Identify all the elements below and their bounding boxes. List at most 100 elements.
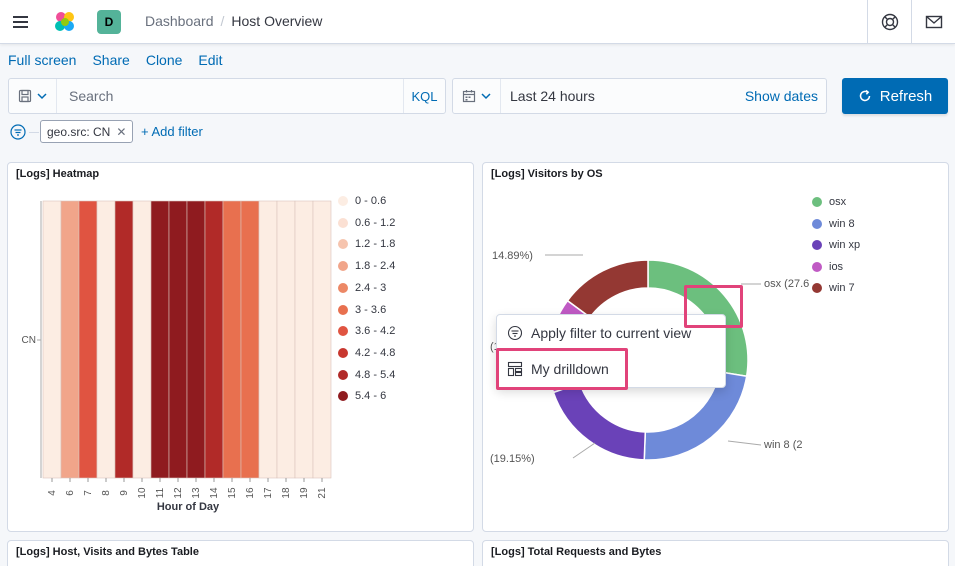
heatmap-cell[interactable] [276,200,296,479]
drilldown-context-menu: Apply filter to current view My drilldow… [496,314,726,388]
refresh-button[interactable]: Refresh [842,78,948,114]
save-disk-icon [18,89,31,103]
heatmap-cell[interactable] [240,200,260,479]
heatmap-cell[interactable] [42,200,62,479]
refresh-label: Refresh [879,87,933,105]
panel-title[interactable]: [Logs] Visitors by OS [491,168,603,180]
heatmap-cell[interactable] [312,200,332,479]
breadcrumb-dashboard[interactable]: Dashboard [145,13,214,29]
saved-query-button[interactable] [9,79,57,113]
heatmap-y-category: CN [22,335,36,346]
legend-color-dot [338,369,348,380]
space-avatar[interactable]: D [97,10,121,34]
share-link[interactable]: Share [92,52,130,68]
x-tick-label: 7 [83,490,94,496]
slice-label: 14.89%) [492,250,533,262]
legend-label: win 8 [829,217,855,230]
slice-leader-line [572,442,596,459]
kql-language-button[interactable]: KQL [403,79,445,113]
filter-pill[interactable]: geo.src: CN ✕ [40,120,134,143]
heatmap-cell[interactable] [78,200,98,479]
heatmap-cell[interactable] [204,200,224,479]
help-lifebuoy-icon[interactable] [880,12,900,32]
legend-label: osx [829,196,847,208]
legend-label: 2.4 - 3 [355,281,387,294]
heatmap-cell[interactable] [294,200,314,479]
slice-label: (1 [490,341,500,353]
legend-item[interactable]: 1.2 - 1.8 [338,238,395,250]
legend-item[interactable]: osx [812,196,846,208]
heatmap-cell[interactable] [60,200,80,479]
filter-connector [29,132,39,133]
legend-item[interactable]: 2.4 - 3 [338,282,386,294]
legend-item[interactable]: win xp [812,239,860,251]
hamburger-menu-icon[interactable] [11,12,31,32]
heatmap-cell[interactable] [132,200,152,479]
heatmap-cell[interactable] [168,200,188,479]
apply-filter-menu-item[interactable]: Apply filter to current view [507,325,691,341]
chevron-down-icon [36,93,47,100]
filter-pill-label: geo.src: CN [47,124,111,139]
legend-label: ios [829,260,844,273]
donut-slice-win-xp[interactable] [552,382,647,461]
x-tick-label: 9 [119,490,130,496]
legend-color-dot [338,217,348,228]
legend-item[interactable]: 1.8 - 2.4 [338,260,395,272]
legend-label: 3.6 - 4.2 [355,325,396,338]
legend-item[interactable]: 0 - 0.6 [338,195,386,207]
slice-label: (19.15%) [490,453,535,465]
x-tick-label: 11 [155,487,166,498]
heatmap-cell[interactable] [222,200,242,479]
legend-label: win 7 [829,282,855,294]
time-range-value[interactable]: Last 24 hours [510,88,595,104]
legend-item[interactable]: ios [812,261,843,273]
x-tick-label: 17 [263,487,274,499]
legend-item[interactable]: 3.6 - 4.2 [338,325,395,337]
legend-item[interactable]: 4.8 - 5.4 [338,369,395,381]
heatmap-cell[interactable] [186,200,206,479]
newsfeed-mail-icon[interactable] [924,12,944,32]
header-divider [867,0,868,44]
legend-color-dot [338,347,348,358]
x-tick-label: 6 [65,490,76,496]
elastic-logo-icon[interactable] [53,10,77,34]
panel-title[interactable]: [Logs] Total Requests and Bytes [491,546,662,558]
heatmap-cell[interactable] [258,200,278,479]
breadcrumb-current: Host Overview [231,13,323,29]
legend-label: 4.8 - 5.4 [355,368,396,381]
legend-item[interactable]: win 7 [812,282,855,294]
edit-link[interactable]: Edit [198,52,223,68]
legend-label: 5.4 - 6 [355,390,387,403]
x-tick-label: 14 [209,487,220,499]
filter-options-icon[interactable] [10,124,26,140]
search-input[interactable] [57,79,405,113]
add-filter-button[interactable]: + Add filter [141,124,203,139]
full-screen-link[interactable]: Full screen [8,52,77,68]
donut-slice-win-7[interactable] [566,259,649,319]
legend-item[interactable]: 4.2 - 4.8 [338,347,395,359]
panel-title[interactable]: [Logs] Host, Visits and Bytes Table [16,546,199,558]
legend-color-dot [338,304,348,315]
legend-color-dot [338,261,348,272]
menu-item-label: Apply filter to current view [531,325,692,341]
legend-label: 3 - 3.6 [355,303,387,316]
legend-color-dot [812,197,822,207]
heatmap-cell[interactable] [150,200,170,479]
clone-link[interactable]: Clone [145,52,183,68]
remove-filter-icon[interactable]: ✕ [116,124,127,139]
x-tick-label: 8 [101,490,112,496]
legend-item[interactable]: 3 - 3.6 [338,304,386,316]
heatmap-cell[interactable] [96,200,116,479]
legend-item[interactable]: 0.6 - 1.2 [338,217,395,229]
my-drilldown-menu-item[interactable]: My drilldown [507,361,609,377]
dashboard-top-nav: Full screen Share Clone Edit [8,52,223,68]
host-visits-table-panel: [Logs] Host, Visits and Bytes Table [7,540,474,566]
heatmap-cell[interactable] [114,200,134,479]
show-dates-link[interactable]: Show dates [744,88,818,104]
legend-item[interactable]: 5.4 - 6 [338,390,386,402]
x-tick-label: 4 [47,490,58,496]
legend-item[interactable]: win 8 [812,218,855,230]
x-tick-label: 21 [317,487,328,499]
panel-title[interactable]: [Logs] Heatmap [16,168,100,180]
quick-select-button[interactable] [453,79,501,113]
